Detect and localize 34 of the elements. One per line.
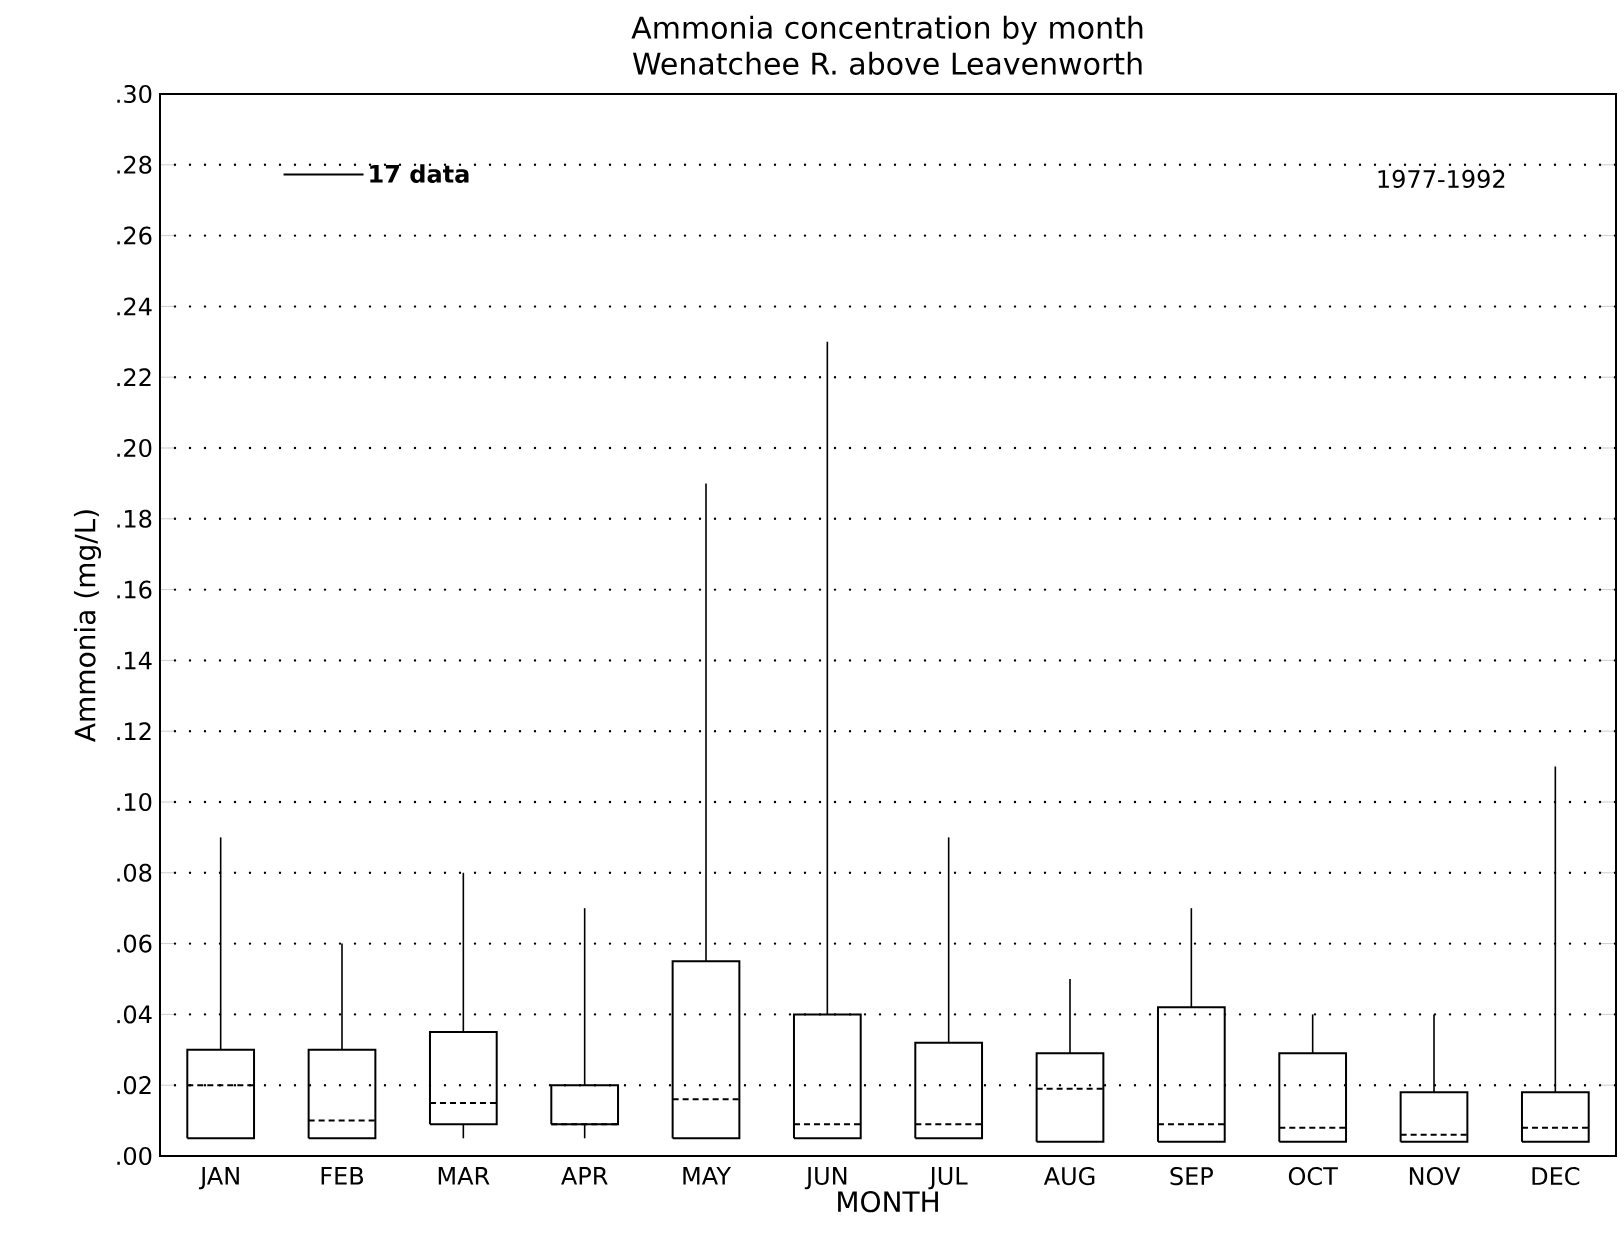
x-tick-label: JAN — [198, 1167, 239, 1190]
chart-subtitle: Wenatchee R. above Leavenworth — [632, 51, 1142, 75]
annotation: 17 data — [370, 164, 469, 183]
y-tick-label: .08 — [117, 863, 152, 882]
y-tick-label: .22 — [117, 368, 151, 387]
x-tick-label: FEB — [321, 1167, 364, 1185]
y-tick-label: .10 — [117, 792, 152, 812]
x-tick-label: MAY — [683, 1167, 732, 1185]
x-tick-label: MAR — [438, 1167, 490, 1185]
y-tick-label: .20 — [117, 438, 152, 458]
y-tick-label: .16 — [117, 580, 152, 599]
y-tick-label: .12 — [117, 722, 151, 741]
x-tick-label: NOV — [1409, 1167, 1461, 1186]
x-tick-label: SEP — [1170, 1167, 1213, 1186]
x-tick-label: OCT — [1288, 1167, 1338, 1186]
y-tick-label: .30 — [117, 84, 152, 104]
y-tick-label: .28 — [117, 155, 152, 174]
y-tick-label: .18 — [117, 509, 152, 528]
x-axis-title: MONTH — [838, 1191, 938, 1213]
y-tick-label: .06 — [117, 934, 152, 953]
y-axis-title: Ammonia (mg/L) — [73, 510, 102, 742]
y-tick-label: .24 — [117, 297, 152, 316]
y-tick-label: .02 — [117, 1076, 151, 1095]
y-tick-label: .04 — [117, 1005, 152, 1024]
x-tick-label: APR — [561, 1167, 608, 1185]
x-tick-label: AUG — [1043, 1167, 1095, 1186]
y-tick-label: .14 — [117, 651, 152, 670]
y-tick-label: .26 — [117, 226, 152, 245]
x-tick-label: DEC — [1532, 1167, 1580, 1186]
annotation: 1977-1992 — [1378, 169, 1505, 189]
chart-title: Ammonia concentration by month — [631, 15, 1143, 45]
x-tick-label: JUN — [804, 1167, 847, 1190]
y-tick-label: .00 — [117, 1146, 152, 1166]
x-tick-label: JUL — [928, 1167, 968, 1190]
